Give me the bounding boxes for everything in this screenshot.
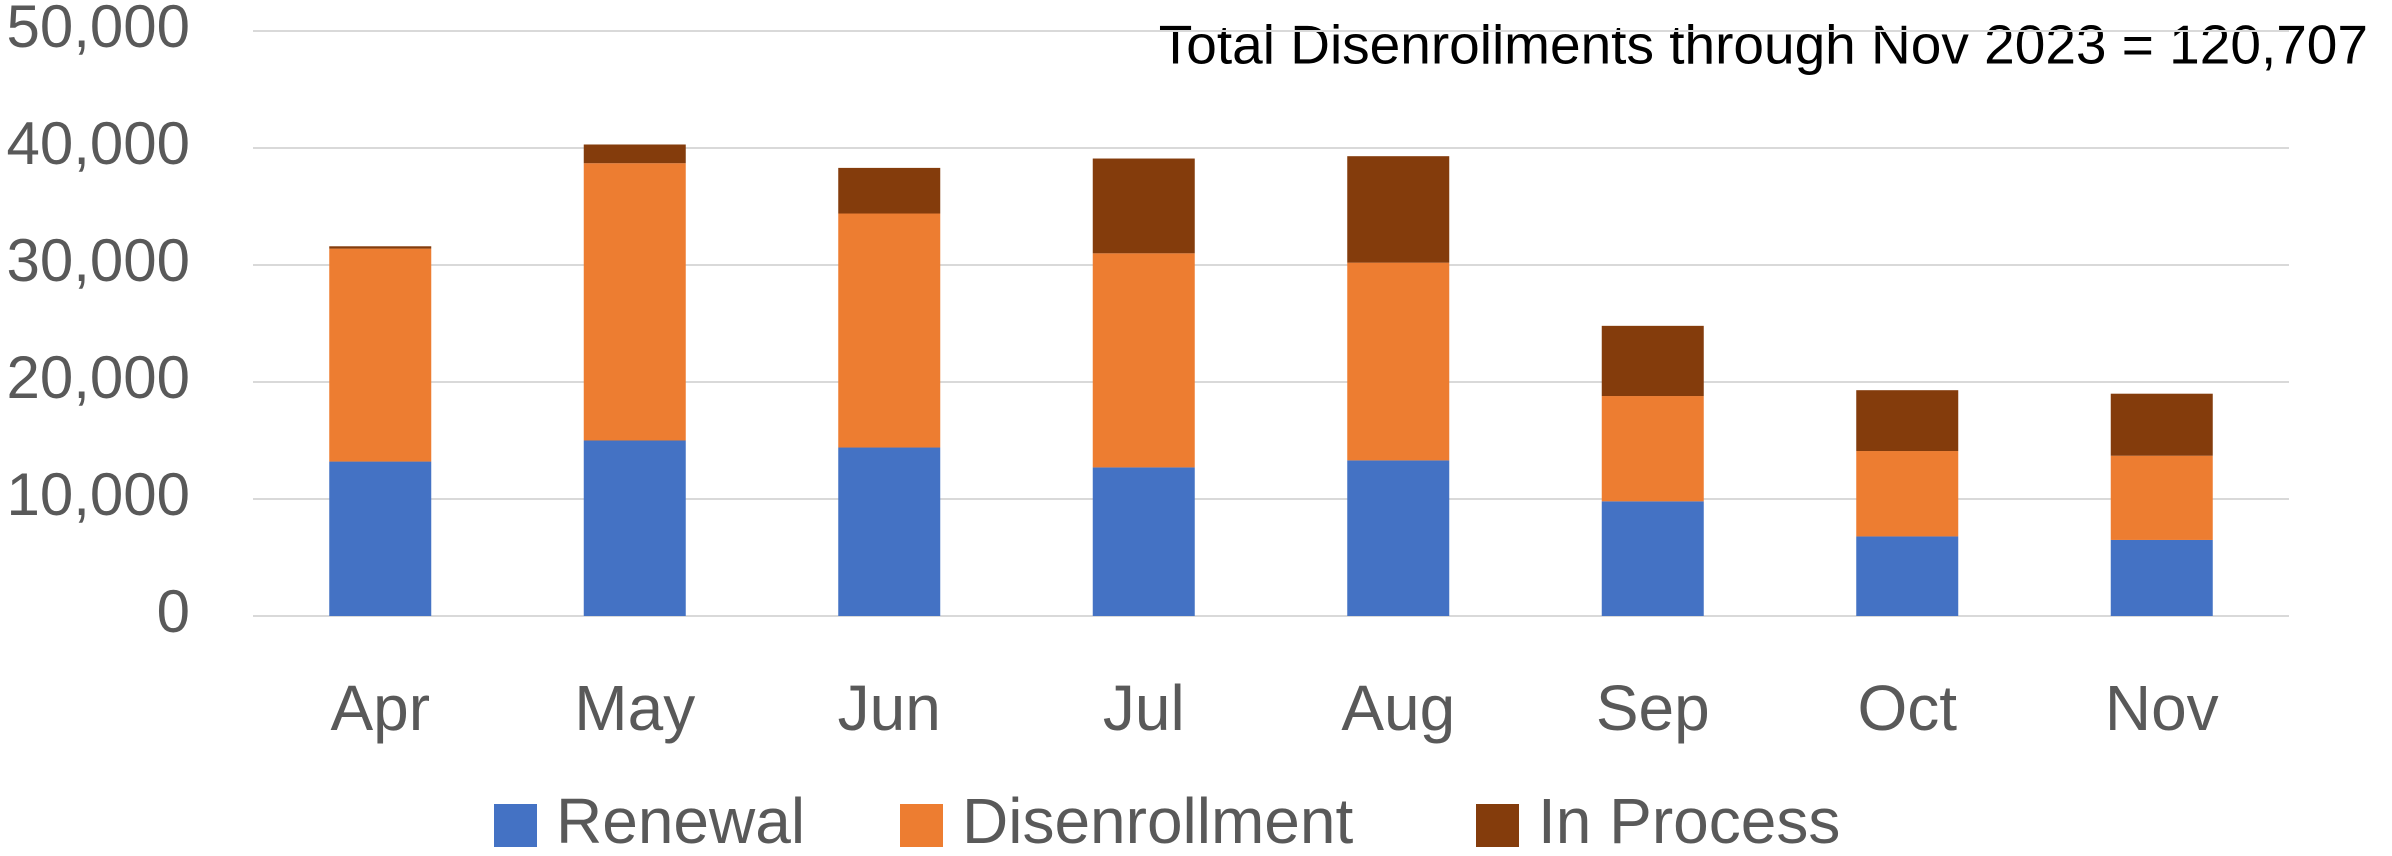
bar-segment (1856, 451, 1959, 537)
bar-segment (329, 461, 432, 616)
bar-segment (838, 213, 941, 448)
legend-label: Disenrollment (962, 785, 1353, 856)
legend-label: In Process (1538, 785, 1840, 856)
bar-segment (1601, 396, 1704, 502)
bar-segment (583, 144, 686, 164)
bar-segment (329, 246, 432, 249)
bar-segment (1092, 253, 1195, 468)
bar-segment (583, 163, 686, 441)
y-tick-label: 20,000 (6, 344, 190, 411)
y-tick-label: 50,000 (6, 0, 190, 60)
bar-segment (1601, 501, 1704, 616)
legend-swatch (494, 804, 537, 847)
y-tick-label: 10,000 (6, 461, 190, 528)
bar-segment (838, 167, 941, 214)
bar-segment (838, 447, 941, 616)
bar-segment (1092, 158, 1195, 254)
annotation: Total Disenrollments through Nov 2023 = … (1159, 14, 2368, 76)
legend-label: Renewal (556, 785, 805, 856)
bar-segment (1347, 156, 1450, 263)
x-tick-label: Aug (1341, 672, 1455, 744)
y-tick-label: 0 (157, 578, 190, 645)
legend-swatch (1476, 804, 1519, 847)
bar-segment (583, 440, 686, 616)
bar-segment (2110, 539, 2213, 616)
bar-segment (329, 248, 432, 462)
x-tick-label: May (574, 672, 695, 744)
y-tick-label: 40,000 (6, 110, 190, 177)
bar-segment (1856, 390, 1959, 452)
bar-segment (2110, 393, 2213, 456)
x-tick-label: Nov (2105, 672, 2219, 744)
y-tick-label: 30,000 (6, 227, 190, 294)
x-tick-label: Jun (838, 672, 941, 744)
bar-segment (1601, 325, 1704, 397)
bar-segment (2110, 455, 2213, 540)
legend-swatch (900, 804, 943, 847)
bar-segment (1092, 467, 1195, 616)
bar-segment (1856, 536, 1959, 616)
x-tick-label: Sep (1596, 672, 1710, 744)
x-tick-label: Oct (1857, 672, 1957, 744)
bar-segment (1347, 460, 1450, 616)
x-tick-label: Jul (1103, 672, 1185, 744)
bar-segment (1347, 262, 1450, 461)
x-tick-label: Apr (330, 672, 430, 744)
